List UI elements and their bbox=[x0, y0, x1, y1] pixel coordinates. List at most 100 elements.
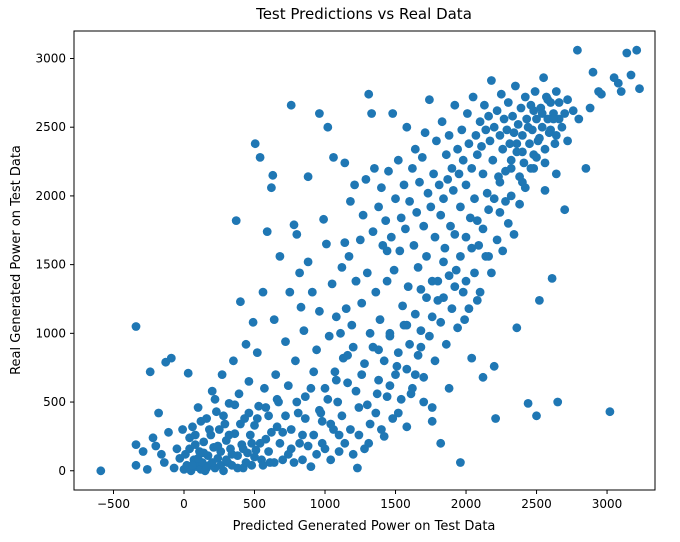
data-point bbox=[254, 401, 264, 411]
data-point bbox=[315, 109, 324, 118]
data-point bbox=[236, 297, 245, 307]
data-point bbox=[264, 411, 273, 421]
data-point bbox=[540, 144, 550, 154]
data-point bbox=[563, 95, 572, 105]
data-point bbox=[303, 441, 313, 451]
data-point bbox=[472, 150, 482, 160]
data-point bbox=[399, 180, 409, 190]
data-point bbox=[581, 164, 591, 173]
data-point bbox=[420, 128, 430, 138]
data-point bbox=[344, 252, 354, 261]
data-point bbox=[430, 356, 440, 366]
data-point bbox=[402, 422, 412, 432]
data-point bbox=[478, 372, 488, 382]
data-point bbox=[509, 230, 519, 239]
data-point bbox=[512, 323, 522, 333]
x-tick-label: −500 bbox=[97, 497, 130, 511]
y-tick-label: 1000 bbox=[35, 326, 66, 340]
data-point bbox=[408, 383, 417, 393]
data-point bbox=[336, 328, 345, 338]
data-point bbox=[423, 188, 433, 198]
data-point bbox=[405, 339, 414, 349]
data-point bbox=[557, 122, 567, 132]
data-point bbox=[272, 394, 282, 404]
data-point bbox=[487, 268, 496, 278]
data-point bbox=[535, 296, 544, 305]
data-point bbox=[472, 296, 482, 305]
data-point bbox=[458, 287, 468, 297]
data-point bbox=[300, 392, 310, 401]
data-point bbox=[530, 87, 540, 96]
data-point bbox=[532, 153, 541, 162]
data-point bbox=[164, 427, 173, 437]
data-point bbox=[422, 293, 431, 302]
data-point bbox=[450, 100, 460, 110]
data-point bbox=[551, 87, 561, 96]
y-tick-label: 2000 bbox=[35, 189, 66, 203]
data-point bbox=[371, 287, 381, 297]
data-point bbox=[416, 326, 426, 335]
data-point bbox=[410, 370, 420, 379]
data-point bbox=[202, 463, 212, 473]
data-point bbox=[151, 441, 161, 451]
data-point bbox=[520, 92, 530, 102]
y-axis-label: Real Generated Power on Test Data bbox=[9, 145, 24, 375]
data-point bbox=[465, 213, 475, 223]
data-point bbox=[501, 166, 510, 176]
data-point bbox=[199, 448, 209, 458]
data-point bbox=[477, 142, 486, 151]
data-point bbox=[402, 364, 412, 374]
data-point bbox=[515, 172, 524, 182]
data-point bbox=[131, 460, 141, 470]
data-point bbox=[340, 158, 350, 168]
data-point bbox=[138, 447, 148, 456]
data-point bbox=[489, 361, 499, 371]
chart-title: Test Predictions vs Real Data bbox=[255, 5, 472, 23]
data-point bbox=[371, 408, 381, 418]
data-point bbox=[221, 455, 231, 465]
data-point bbox=[551, 169, 561, 179]
data-point bbox=[540, 158, 550, 168]
x-tick-label: 500 bbox=[243, 497, 266, 511]
data-point bbox=[306, 462, 316, 471]
data-point bbox=[470, 194, 479, 204]
data-point bbox=[543, 95, 553, 105]
data-point bbox=[377, 425, 386, 434]
data-point bbox=[635, 84, 644, 94]
data-point bbox=[456, 252, 465, 261]
data-point bbox=[267, 183, 276, 193]
data-point bbox=[434, 180, 444, 190]
data-point bbox=[480, 100, 489, 110]
x-tick-label: 3000 bbox=[592, 497, 623, 511]
data-point bbox=[456, 202, 465, 212]
data-point bbox=[523, 399, 533, 408]
data-point bbox=[447, 304, 457, 313]
data-point bbox=[506, 191, 516, 201]
data-point bbox=[463, 109, 472, 118]
data-point bbox=[281, 337, 290, 346]
data-point bbox=[532, 411, 541, 421]
data-point bbox=[405, 197, 414, 206]
data-point bbox=[340, 438, 350, 448]
data-point bbox=[399, 320, 409, 330]
data-point bbox=[613, 78, 623, 88]
data-point bbox=[551, 131, 561, 140]
data-point bbox=[622, 48, 632, 58]
data-point bbox=[268, 170, 278, 180]
data-point bbox=[430, 232, 440, 242]
data-point bbox=[185, 444, 195, 454]
data-point bbox=[210, 394, 220, 404]
data-point bbox=[354, 403, 364, 412]
data-point bbox=[303, 257, 313, 267]
data-point bbox=[148, 433, 158, 443]
data-point bbox=[205, 425, 214, 434]
data-point bbox=[410, 144, 420, 154]
data-point bbox=[296, 302, 306, 312]
y-axis: 0 500 1000 1500 2000 2500 3000 bbox=[35, 51, 74, 478]
data-point bbox=[365, 328, 375, 338]
data-point bbox=[495, 131, 505, 140]
data-point bbox=[333, 397, 343, 407]
data-point bbox=[368, 342, 378, 352]
data-point bbox=[244, 408, 254, 418]
data-point bbox=[348, 449, 358, 459]
